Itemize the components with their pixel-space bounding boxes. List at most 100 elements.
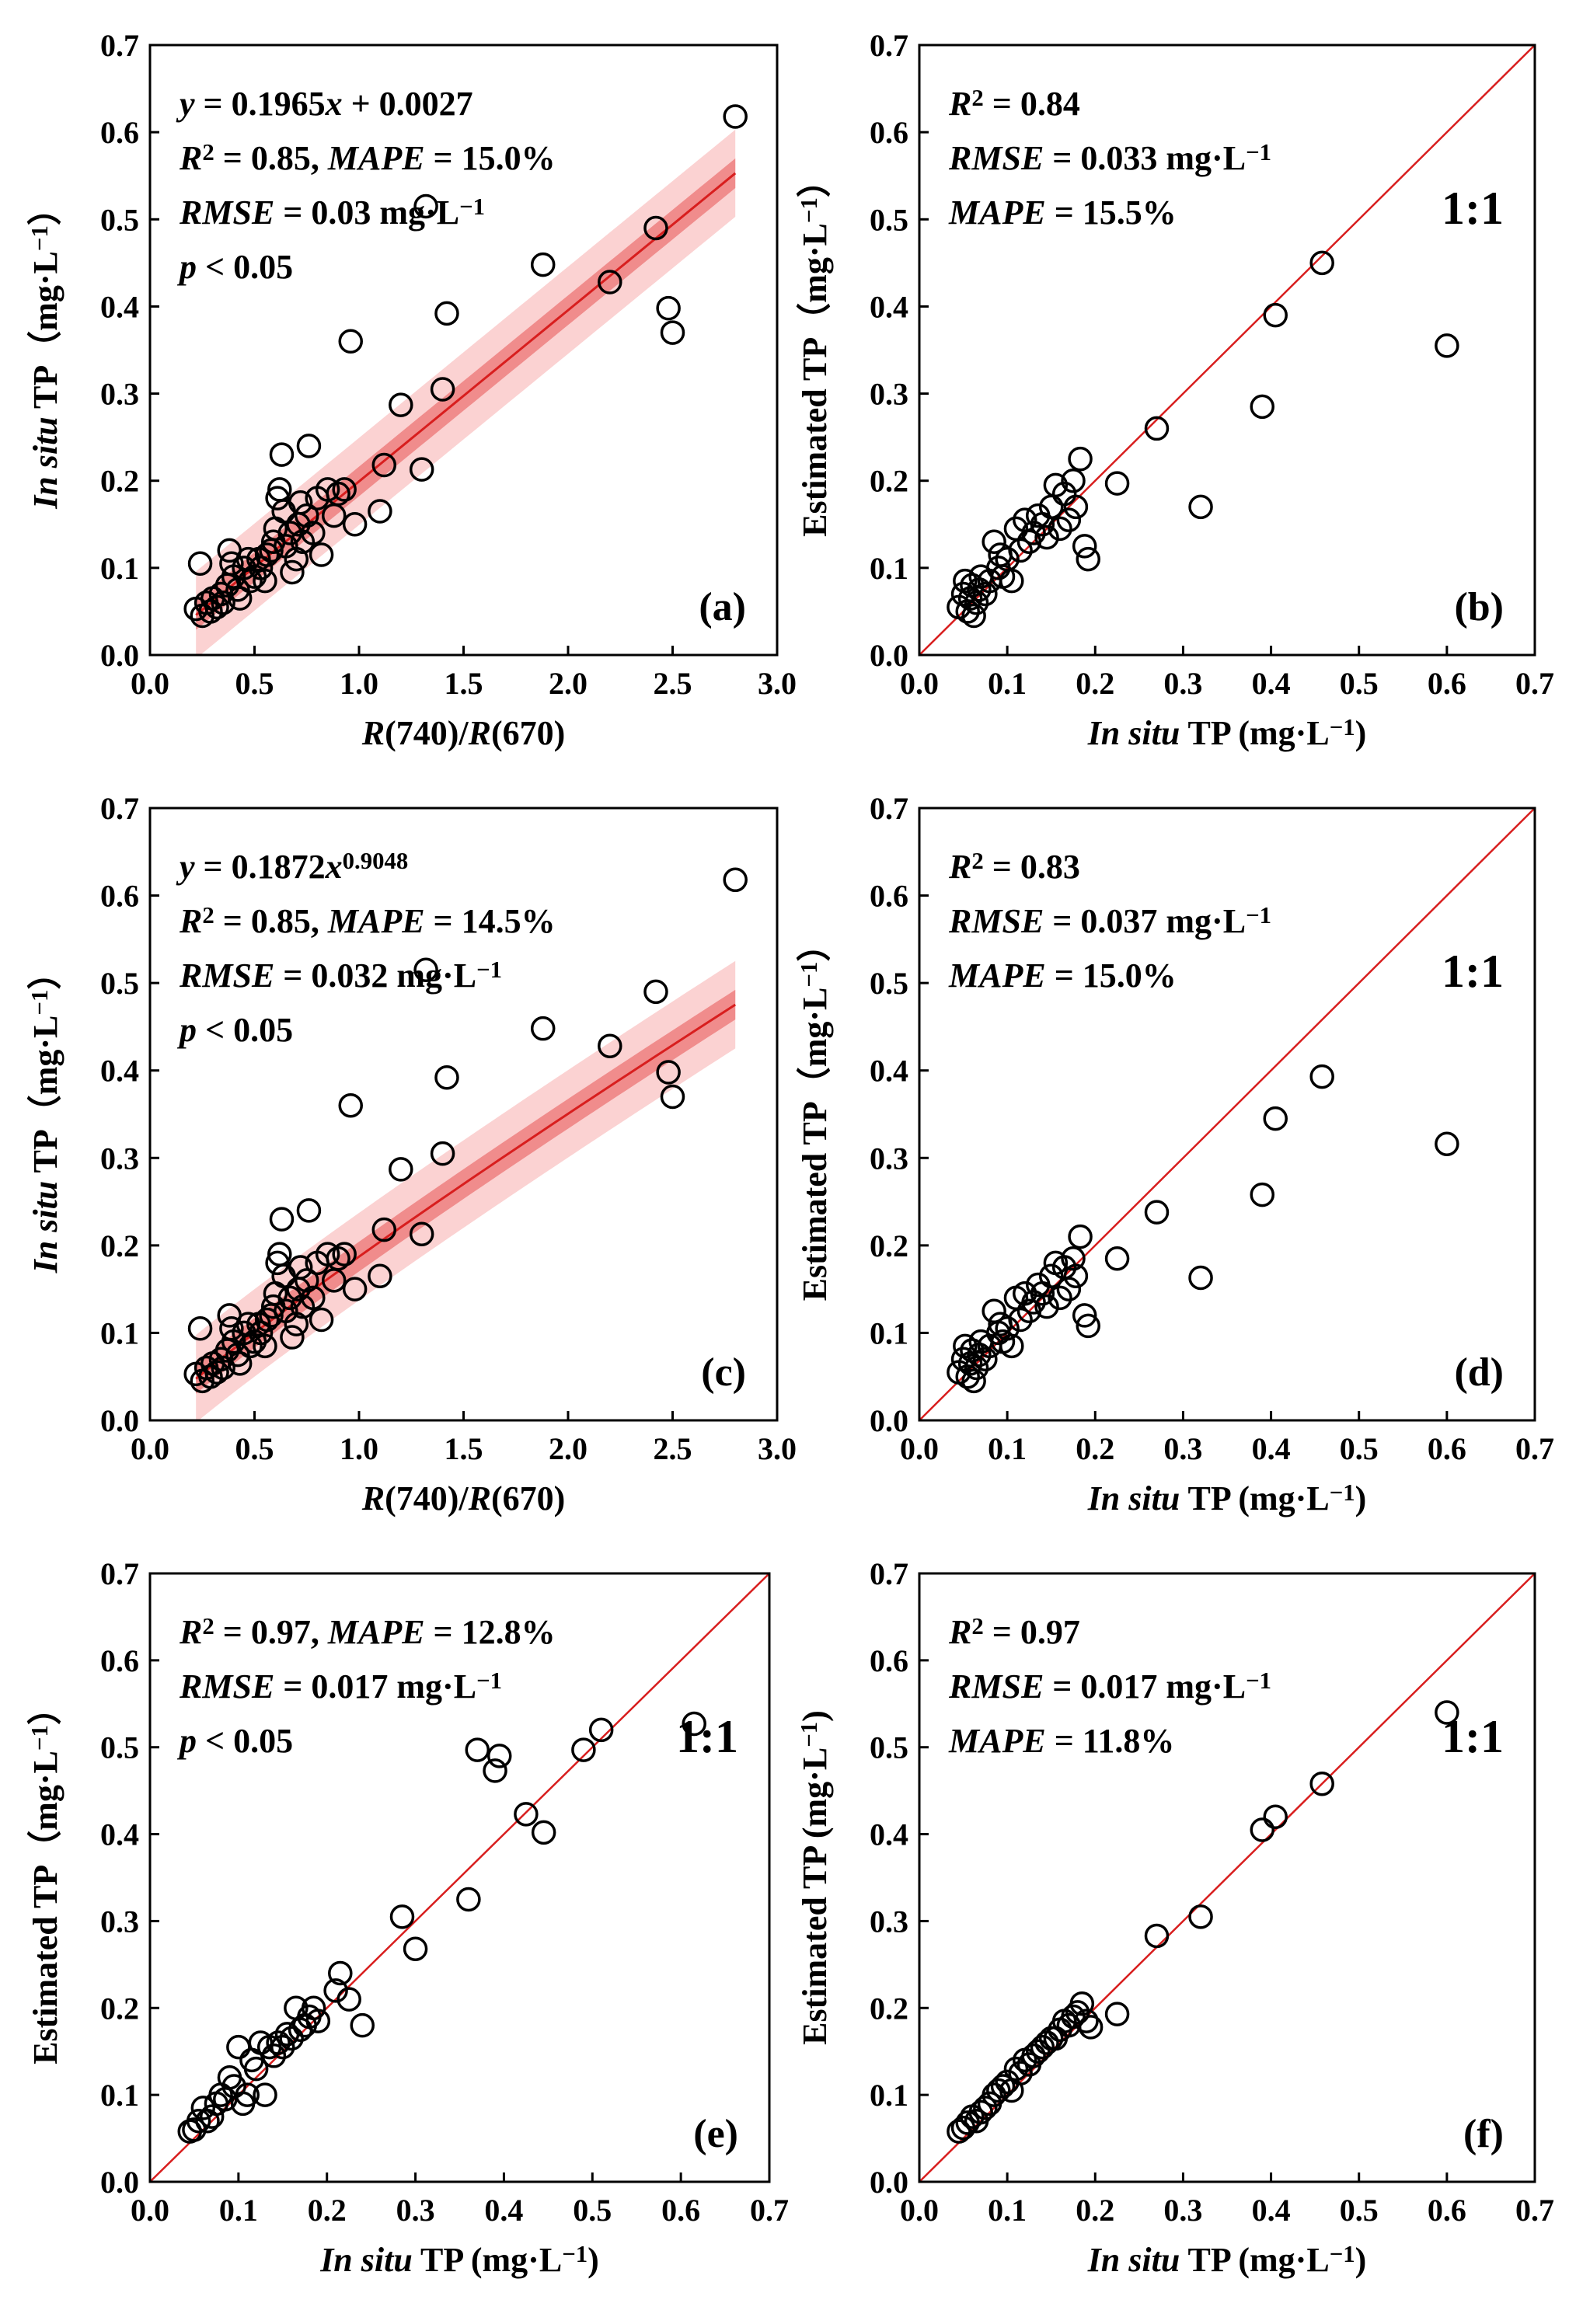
data-point [1263,1804,1288,1829]
y-tick-label: 0.3 [100,1141,139,1176]
data-point [643,979,668,1005]
data-point [973,1347,998,1371]
data-point [1063,494,1089,520]
stat-annotation: MAPE = 11.8% [948,1722,1174,1760]
data-point [1104,1246,1130,1271]
confidence-band [196,989,736,1394]
data-point [982,2082,1006,2107]
y-tick-label: 0.2 [100,464,139,499]
data-point [326,481,350,507]
x-tick-label: 0.3 [396,2193,435,2228]
x-axis-title: R(740)/R(670) [361,1479,566,1517]
data-point [309,1307,334,1333]
y-tick-label: 0.5 [100,966,139,1001]
data-point [389,1157,413,1182]
data-point [253,1333,277,1359]
data-point [1309,1771,1334,1796]
stat-annotation: RMSE = 0.017 mg·L−1 [948,1667,1271,1706]
data-point [389,392,413,417]
data-point [1034,1294,1059,1319]
data-point [284,546,309,572]
x-tick-label: 0.5 [573,2193,612,2228]
data-point [530,252,556,277]
y-tick-label: 0.0 [100,2165,139,2200]
data-point [961,1368,986,1394]
x-tick-label: 2.0 [549,1431,588,1466]
y-tick-label: 0.1 [100,551,139,586]
y-tick-label: 0.3 [870,1141,908,1176]
data-point [1030,2034,1055,2060]
data-point [973,581,998,607]
x-tick-label: 0.1 [988,2193,1027,2228]
data-point [332,1242,357,1267]
panel-c: 0.0 0.5 1.0 1.5 2.0 2.5 3.0 0.0 0.1 0.2 0.3 0.4 0.5 0… [26,791,797,1517]
y-tick-label: 0.6 [870,115,908,150]
panel-label: (b) [1454,585,1504,629]
x-tick-label: 3.0 [758,666,797,701]
y-tick-label: 0.2 [870,464,908,499]
data-point [660,320,685,345]
data-point [660,1084,685,1110]
data-point [368,1263,392,1289]
data-point [1034,524,1059,550]
data-point [265,1250,290,1276]
data-point [986,2078,1011,2103]
x-axis-title: In situ TP (mg·L−1) [1087,2241,1367,2279]
data-point [279,2026,304,2051]
data-point [682,1711,706,1737]
data-point [288,490,313,515]
data-point [1250,1182,1275,1207]
data-point [1188,1904,1213,1929]
y-tick-label: 0.7 [100,791,139,826]
data-point [280,559,305,585]
x-tick-label: 2.0 [549,666,588,701]
x-tick-label: 0.0 [900,666,939,701]
y-tick-label: 0.3 [870,1904,908,1939]
x-tick-label: 0.2 [308,2193,347,2228]
plot-frame [918,44,1536,657]
y-tick-label: 0.2 [870,1991,908,2026]
data-point [305,2009,331,2033]
y-tick-label: 0.7 [870,28,908,63]
data-point [315,477,340,502]
data-point [1250,394,1275,420]
panel-d: 0.0 0.1 0.2 0.3 0.4 0.5 0.6 0.7 0.0 0.1 0.2 0.3 0.4 0… [796,791,1554,1517]
data-point [643,215,668,241]
y-tick-label: 0.2 [870,1228,908,1263]
y-tick-label: 0.1 [100,2078,139,2113]
data-point [955,1364,980,1389]
data-point [1144,1200,1170,1225]
stat-annotation: RMSE = 0.032 mg·L−1 [179,956,502,995]
data-point [227,586,253,611]
stat-annotation: RMSE = 0.03 mg·L−1 [179,193,485,232]
data-point [309,542,334,567]
panel-label: (f) [1463,2112,1504,2156]
data-point [961,603,986,629]
data-point [261,2044,287,2068]
data-point [530,1016,556,1041]
data-point [1056,1277,1082,1301]
x-tick-label: 0.5 [1340,666,1379,701]
data-point [368,499,392,524]
one-to-one-line [919,45,1535,655]
y-tick-label: 0.4 [100,289,139,324]
stat-annotation: R2 = 0.85, MAPE = 15.0% [179,139,556,177]
x-tick-label: 3.0 [758,1431,797,1466]
data-point [204,1360,229,1385]
y-tick-label: 0.0 [100,638,139,673]
data-point [1068,446,1093,472]
x-tick-label: 0.6 [1428,2193,1466,2228]
stat-annotation: R2 = 0.84 [948,85,1080,123]
x-tick-label: 0.0 [900,2193,939,2228]
data-point [186,2108,211,2134]
y-tick-label: 0.6 [100,1643,139,1678]
data-point [465,1737,490,1762]
data-point [1003,2056,1029,2082]
data-point [1008,538,1033,563]
data-point [235,2082,260,2107]
data-point [588,1717,614,1743]
data-point [1078,2015,1104,2040]
x-tick-label: 0.5 [1340,2193,1379,2228]
y-tick-label: 0.7 [870,1556,908,1591]
y-axis-title: In situ TP（mg·L−1） [26,191,65,510]
